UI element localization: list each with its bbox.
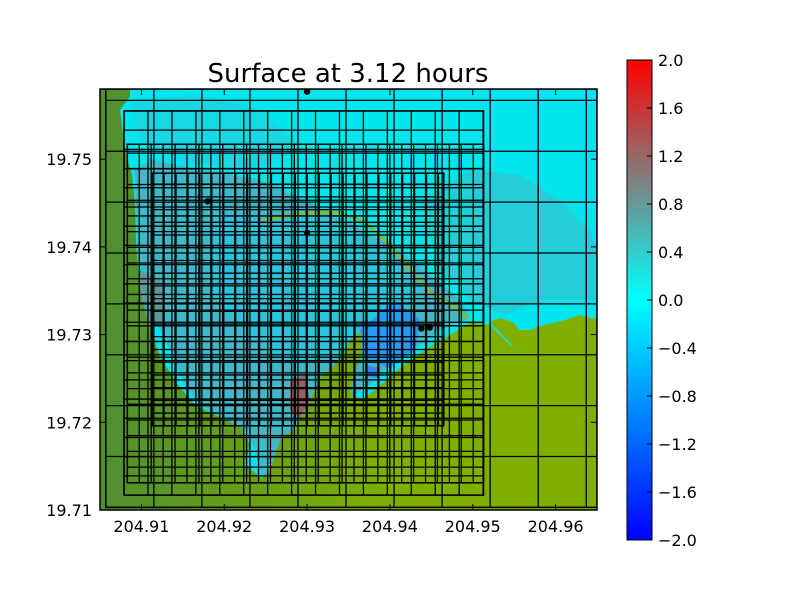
patch-border — [151, 172, 445, 427]
chart-title: Surface at 3.12 hours — [208, 59, 489, 89]
y-tick-label: 19.74 — [46, 238, 92, 257]
x-tick-label: 204.96 — [528, 517, 584, 536]
colorbar-tick-label: −0.4 — [658, 339, 697, 358]
x-tick-label: 204.93 — [279, 517, 335, 536]
amr-patch-grid — [105, 89, 597, 509]
patch-border — [126, 143, 485, 484]
plot-area — [100, 89, 597, 510]
gauge-point — [204, 198, 211, 205]
colorbar-tick-label: −2.0 — [658, 531, 697, 550]
gauge-point — [418, 325, 425, 332]
y-axis: 19.71 19.72 19.73 19.74 19.75 — [46, 150, 597, 520]
colorbar-tick-label: 2.0 — [658, 51, 683, 70]
y-tick-label: 19.71 — [46, 501, 92, 520]
colorbar-tick-label: 0.8 — [658, 195, 683, 214]
colorbar-tick-label: −1.2 — [658, 435, 697, 454]
colorbar-tick-label: 0.0 — [658, 291, 683, 310]
gauge-point — [426, 324, 433, 331]
x-tick-label: 204.95 — [445, 517, 501, 536]
x-axis: 204.91 204.92 204.93 204.94 204.95 204.96 — [113, 89, 584, 536]
colorbar-tick-label: 0.4 — [658, 243, 683, 262]
colorbar-tick-label: −1.6 — [658, 483, 697, 502]
colorbar-ticks: 2.0 1.6 1.2 0.8 0.4 0.0 −0.4 −0.8 −1.2 −1.6 −2.0 — [647, 51, 697, 550]
y-tick-label: 19.72 — [46, 413, 92, 432]
gauge-point — [303, 229, 311, 237]
x-tick-label: 204.94 — [362, 517, 418, 536]
x-tick-label: 204.91 — [113, 517, 169, 536]
x-tick-label: 204.92 — [196, 517, 252, 536]
y-tick-label: 19.75 — [46, 150, 92, 169]
colorbar-tick-label: 1.6 — [658, 99, 683, 118]
colorbar-tick-label: 1.2 — [658, 147, 683, 166]
colorbar-tick-label: −0.8 — [658, 387, 697, 406]
plot-frame — [99, 88, 598, 511]
gauge-markers — [204, 89, 433, 332]
east-land-region — [490, 315, 597, 352]
y-tick-label: 19.73 — [46, 326, 92, 345]
